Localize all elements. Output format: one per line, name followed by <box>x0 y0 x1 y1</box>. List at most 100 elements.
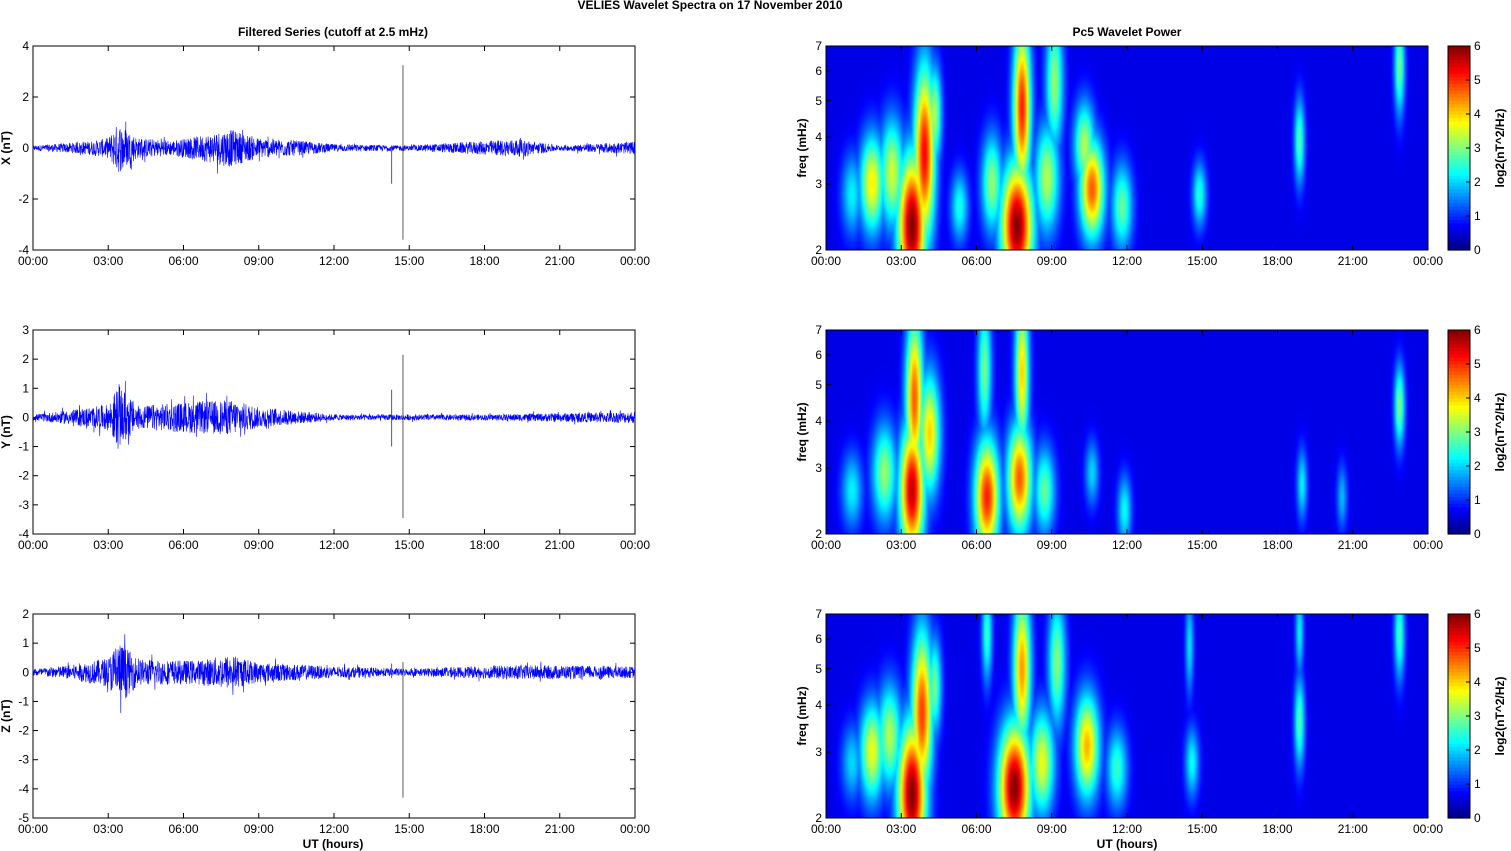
ytick-label-z: -3 <box>18 753 29 767</box>
colorbar-swatch-y <box>1448 336 1470 341</box>
colorbar-swatch-x <box>1448 137 1470 142</box>
colorbar-swatch-x <box>1448 144 1470 149</box>
colorbar-tick-label-z: 3 <box>1474 709 1481 723</box>
colorbar-swatch-y <box>1448 401 1470 406</box>
ytick-label-z: -4 <box>18 782 29 796</box>
ylabel-z: Z (nT) <box>0 699 13 732</box>
colorbar-swatch-z <box>1448 695 1470 700</box>
colorbar-swatch-z <box>1448 675 1470 680</box>
colorbar-swatch-z <box>1448 617 1470 622</box>
colorbar-swatch-z <box>1448 688 1470 693</box>
wavelet-y-xtick-label: 09:00 <box>1037 538 1067 552</box>
wavelet-y-xtick-label: 18:00 <box>1262 538 1292 552</box>
colorbar-swatch-y <box>1448 503 1470 508</box>
colorbar-swatch-y <box>1448 479 1470 484</box>
colorbar-swatch-z <box>1448 614 1470 618</box>
colorbar-swatch-z <box>1448 699 1470 703</box>
series-y-xtick-label: 06:00 <box>168 538 198 552</box>
ytick-label-z: -5 <box>18 811 29 825</box>
colorbar-swatch-z <box>1448 620 1470 625</box>
freq-tick-label-y: 5 <box>815 378 822 392</box>
colorbar-swatch-x <box>1448 114 1470 118</box>
colorbar-swatch-x <box>1448 131 1470 135</box>
wavelet-y-xtick-label: 12:00 <box>1112 538 1142 552</box>
colorbar-swatch-y <box>1448 472 1470 477</box>
colorbar-swatch-z <box>1448 658 1470 663</box>
ytick-label-x: -2 <box>18 192 29 206</box>
panel-x-wavelet: 2 3 4 5 6 7 00:00 03:00 06:00 09:00 12:00 15:00 18:0… <box>795 39 1507 268</box>
freq-ylabel-z: freq (mHz) <box>795 686 809 745</box>
series-x-xtick-label: 06:00 <box>168 254 198 268</box>
colorbar-swatch-x <box>1448 56 1470 61</box>
series-z-xtick-label: 18:00 <box>469 822 499 836</box>
series-y-xtick-label: 09:00 <box>244 538 274 552</box>
colorbar-swatch-x <box>1448 222 1470 227</box>
colorbar-swatch-x <box>1448 165 1470 169</box>
colorbar-swatch-x <box>1448 229 1470 234</box>
colorbar-swatch-z <box>1448 787 1470 792</box>
colorbar-swatch-z <box>1448 682 1470 686</box>
colorbar-swatch-x <box>1448 233 1470 237</box>
ytick-label-x: 0 <box>22 141 29 155</box>
colorbar-swatch-z <box>1448 705 1470 710</box>
left-xlabel: UT (hours) <box>303 837 364 851</box>
wavelet-x-xtick-label: 00:00 <box>1413 254 1443 268</box>
colorbar-swatch-x <box>1448 212 1470 217</box>
colorbar-swatch-z <box>1448 644 1470 649</box>
colorbar-swatch-y <box>1448 364 1470 368</box>
series-z-xtick-label: 00:00 <box>18 822 48 836</box>
colorbar-tick-label-x: 0 <box>1474 243 1481 257</box>
wavelet-z-xtick-label: 00:00 <box>811 822 841 836</box>
colorbar-swatch-z <box>1448 631 1470 635</box>
wavelet-y-xtick-label: 15:00 <box>1187 538 1217 552</box>
right-xlabel: UT (hours) <box>1097 837 1158 851</box>
freq-tick-label-y: 7 <box>815 323 822 337</box>
wavelet-z-xtick-label: 15:00 <box>1187 822 1217 836</box>
series-z-xtick-label: 09:00 <box>244 822 274 836</box>
colorbar-swatch-x <box>1448 219 1470 224</box>
colorbar-label-z: log2(nT^2/Hz) <box>1493 676 1507 755</box>
colorbar-swatch-x <box>1448 239 1470 244</box>
colorbar-swatch-x <box>1448 66 1470 71</box>
colorbar-swatch-z <box>1448 665 1470 669</box>
colorbar-swatch-y <box>1448 493 1470 498</box>
colorbar-swatch-y <box>1448 513 1470 518</box>
colorbar-swatch-x <box>1448 175 1470 180</box>
series-y-xtick-label: 00:00 <box>620 538 650 552</box>
colorbar-swatch-y <box>1448 455 1470 460</box>
colorbar-swatch-y <box>1448 435 1470 440</box>
colorbar-swatch-y <box>1448 520 1470 525</box>
colorbar-swatch-y <box>1448 438 1470 443</box>
colorbar-swatch-x <box>1448 209 1470 214</box>
freq-tick-label-x: 2 <box>815 243 822 257</box>
colorbar-swatch-y <box>1448 418 1470 423</box>
colorbar-swatch-y <box>1448 452 1470 457</box>
colorbar-swatch-y <box>1448 527 1470 532</box>
colorbar-swatch-y <box>1448 374 1470 379</box>
ytick-label-y: 0 <box>22 410 29 424</box>
wavelet-y-xtick-label: 00:00 <box>1413 538 1443 552</box>
colorbar-tick-label-z: 5 <box>1474 641 1481 655</box>
colorbar-swatch-z <box>1448 753 1470 758</box>
colorbar-swatch-x <box>1448 90 1470 95</box>
colorbar-swatch-z <box>1448 641 1470 646</box>
colorbar-swatch-z <box>1448 739 1470 744</box>
colorbar-swatch-z <box>1448 726 1470 731</box>
wavelet-z-xtick-label: 03:00 <box>886 822 916 836</box>
ylabel-x: X (nT) <box>0 131 13 165</box>
colorbar-swatch-y <box>1448 445 1470 450</box>
colorbar-swatch-x <box>1448 107 1470 112</box>
colorbar-swatch-z <box>1448 804 1470 809</box>
wavelet-image-x <box>826 46 1428 250</box>
colorbar-tick-label-y: 6 <box>1474 323 1481 337</box>
colorbar-swatch-y <box>1448 483 1470 487</box>
colorbar-swatch-y <box>1448 476 1470 481</box>
colorbar-swatch-z <box>1448 763 1470 768</box>
series-x-xtick-label: 12:00 <box>319 254 349 268</box>
wavelet-x-xtick-label: 03:00 <box>886 254 916 268</box>
colorbar-swatch-y <box>1448 469 1470 474</box>
colorbar-swatch-z <box>1448 756 1470 761</box>
colorbar-tick-label-y: 0 <box>1474 527 1481 541</box>
ytick-label-y: 1 <box>22 381 29 395</box>
colorbar-swatch-z <box>1448 719 1470 724</box>
